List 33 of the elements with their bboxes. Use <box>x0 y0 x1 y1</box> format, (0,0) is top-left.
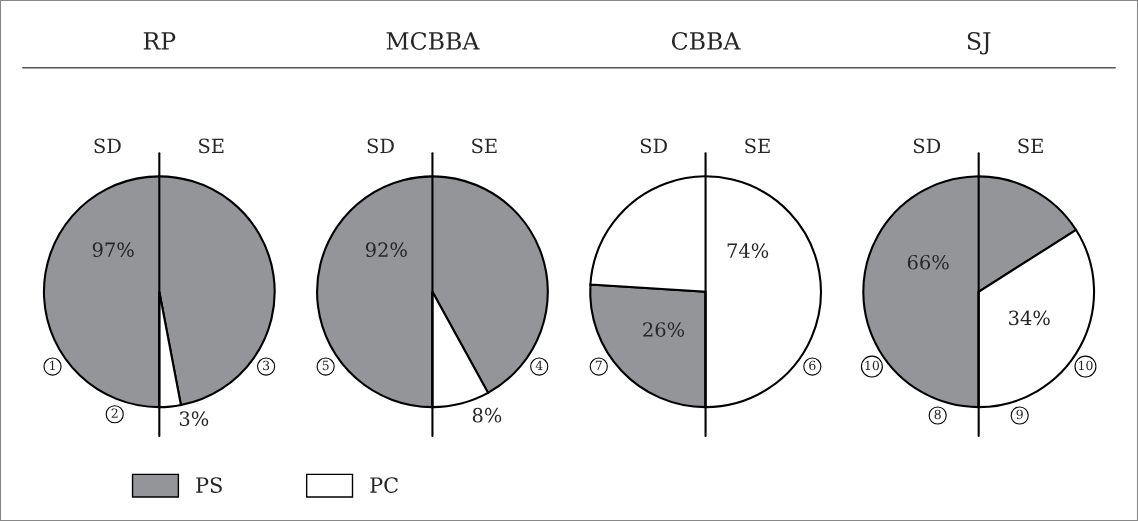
text: 10 <box>865 360 880 371</box>
text: 4 <box>535 360 543 370</box>
text: 8 <box>934 409 941 420</box>
chart-title: CBBA <box>671 32 741 50</box>
text: 6 <box>809 360 816 371</box>
text: 7 <box>595 360 602 370</box>
legend-label: PS <box>196 477 222 493</box>
data-label: 92% <box>365 242 407 258</box>
data-label: 66% <box>907 254 949 270</box>
data-label: 97% <box>92 242 134 258</box>
text: SE <box>199 138 224 154</box>
data-label: 74% <box>727 243 769 258</box>
text: SD <box>94 138 121 154</box>
legend-label: PC <box>370 477 398 493</box>
data-label: 8% <box>472 407 502 423</box>
data-label: 26% <box>643 322 685 337</box>
text: 2 <box>111 408 118 418</box>
text: SD <box>367 138 394 154</box>
text: 9 <box>1016 409 1023 420</box>
text: SE <box>745 138 770 154</box>
text: SD <box>640 138 667 154</box>
text: 5 <box>322 360 329 371</box>
chart-title: SJ <box>967 32 991 55</box>
data-label: 3% <box>179 411 209 427</box>
data-label: 34% <box>1009 310 1050 326</box>
chart-title: RP <box>143 32 176 50</box>
text: 10 <box>1079 360 1093 371</box>
text: SE <box>1018 138 1043 154</box>
chart-title: MCBBA <box>386 32 480 50</box>
text: 1 <box>50 360 55 370</box>
text: SE <box>472 138 497 154</box>
text: SD <box>913 138 941 154</box>
text: 3 <box>263 360 270 371</box>
